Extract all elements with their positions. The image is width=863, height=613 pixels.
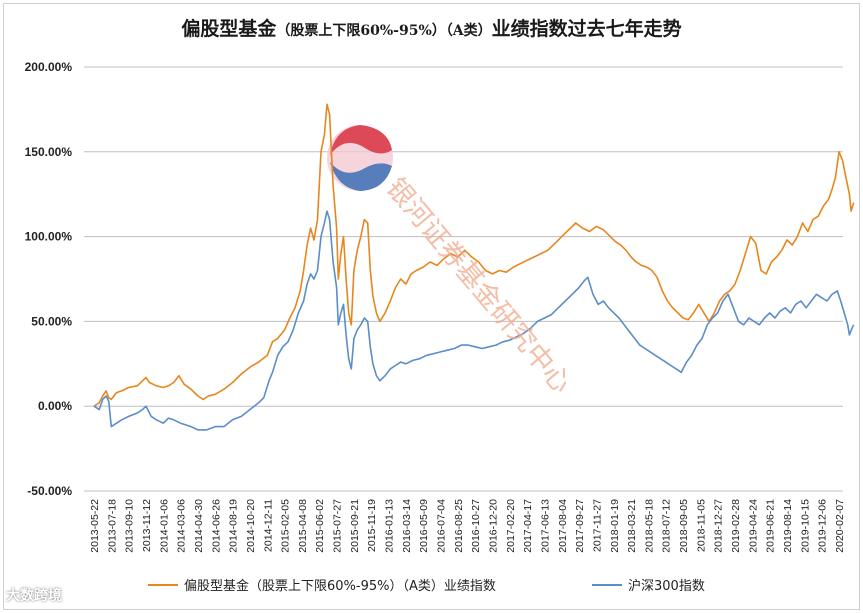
x-tick-label: 2017-08-04 xyxy=(557,499,569,553)
x-tick-label: 2017-11-27 xyxy=(591,499,603,552)
x-tick-label: 2014-04-30 xyxy=(193,499,205,553)
x-tick-label: 2018-09-05 xyxy=(678,499,690,553)
x-tick-label: 2019-04-24 xyxy=(747,499,759,553)
x-tick-label: 2018-12-27 xyxy=(713,499,725,553)
x-tick-label: 2020-02-07 xyxy=(834,499,846,553)
x-tick-label: 2016-05-09 xyxy=(418,499,430,553)
chart-title-tail: 业绩指数过去七年走势 xyxy=(491,18,682,40)
brand-logo-text: 大数跨境 xyxy=(6,588,62,604)
x-tick-label: 2015-09-21 xyxy=(349,499,361,553)
x-tick-label: 2017-09-27 xyxy=(574,499,586,553)
x-tick-label: 2019-06-21 xyxy=(765,499,777,553)
x-tick-label: 2017-04-17 xyxy=(522,499,534,553)
x-tick-label: 2014-08-19 xyxy=(228,499,240,553)
y-tick-label: 50.00% xyxy=(31,314,72,328)
chart-title-main: 偏股型基金 xyxy=(181,18,277,40)
x-tick-label: 2013-09-10 xyxy=(124,499,136,553)
watermark-logo-blue-icon xyxy=(330,162,392,191)
x-tick-label: 2013-07-18 xyxy=(106,499,118,553)
chart-title: 偏股型基金（股票上下限60%-95%）（A类）业绩指数过去七年走势 xyxy=(0,14,863,41)
y-tick-label: 150.00% xyxy=(25,145,73,159)
x-tick-label: 2019-10-15 xyxy=(799,499,811,553)
x-tick-label: 2016-01-13 xyxy=(384,499,396,553)
y-tick-label: 200.00% xyxy=(25,60,73,74)
x-tick-label: 2015-06-02 xyxy=(314,499,326,553)
x-tick-label: 2018-11-05 xyxy=(695,499,707,552)
x-tick-label: 2019-12-06 xyxy=(817,499,829,553)
watermark-logo-red-icon xyxy=(330,125,392,155)
legend-label-csi300: 沪深300指数 xyxy=(628,578,705,594)
x-tick-label: 2014-06-26 xyxy=(210,499,222,553)
x-tick-label: 2014-03-06 xyxy=(176,499,188,553)
legend-label-fund: 偏股型基金（股票上下限60%-95%）（A类）业绩指数 xyxy=(184,578,496,594)
y-tick-label: -50.00% xyxy=(27,484,72,498)
chart-title-sub: （股票上下限60%-95%）（A类） xyxy=(276,23,492,39)
x-tick-label: 2018-03-21 xyxy=(626,499,638,553)
x-tick-label: 2016-10-27 xyxy=(470,499,482,553)
x-tick-label: 2015-02-05 xyxy=(280,499,292,553)
x-tick-label: 2014-01-06 xyxy=(158,499,170,553)
x-tick-label: 2014-10-20 xyxy=(245,499,257,553)
x-tick-label: 2017-06-13 xyxy=(539,499,551,553)
x-tick-label: 2018-07-12 xyxy=(661,499,673,553)
series-line-fund-index xyxy=(93,103,855,407)
x-tick-label: 2016-12-20 xyxy=(487,499,499,553)
y-tick-label: 100.00% xyxy=(25,230,73,244)
x-tick-label: 2019-08-14 xyxy=(782,499,794,553)
y-tick-label: 0.00% xyxy=(38,399,72,413)
x-tick-label: 2014-12-11 xyxy=(262,499,274,552)
x-tick-label: 2018-05-18 xyxy=(643,499,655,553)
x-tick-label: 2015-07-27 xyxy=(332,499,344,553)
x-tick-label: 2015-11-19 xyxy=(366,499,378,552)
x-tick-label: 2019-02-28 xyxy=(730,499,742,553)
watermark-text: 银河证券基金研究中心 xyxy=(380,173,577,400)
series-line-csi300 xyxy=(93,210,855,431)
x-tick-label: 2017-02-20 xyxy=(505,499,517,553)
x-tick-label: 2016-07-04 xyxy=(436,499,448,553)
x-tick-label: 2013-05-22 xyxy=(89,499,101,553)
x-tick-label: 2018-01-19 xyxy=(609,499,621,553)
x-tick-label: 2016-08-25 xyxy=(453,499,465,553)
x-tick-label: 2013-11-12 xyxy=(141,499,153,552)
x-tick-label: 2016-03-14 xyxy=(401,499,413,553)
x-tick-label: 2015-04-08 xyxy=(297,499,309,553)
